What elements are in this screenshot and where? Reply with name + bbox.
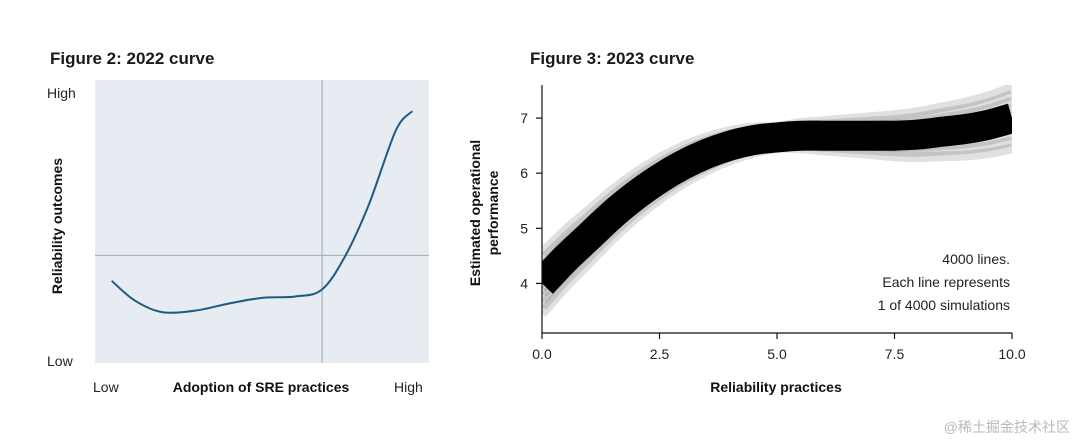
x-tick-label: 5.0 [767, 346, 787, 362]
figure-3-chart: Figure 3: 2023 curve 0.0 2.5 5.0 7.5 10.0 4 5… [467, 49, 1026, 395]
figure-3-annotation-line-2: Each line represents [882, 274, 1010, 290]
figure-2-y-tick-high: High [47, 85, 76, 101]
figure-2-x-tick-high: High [394, 379, 423, 395]
figure-3-x-axis-title: Reliability practices [710, 379, 842, 395]
x-tick-label: 10.0 [998, 346, 1025, 362]
figure-2-curve-line [111, 110, 414, 314]
watermark-text: @稀土掘金技术社区 [944, 419, 1070, 435]
figure-2-x-tick-low: Low [93, 379, 120, 395]
figure-2-x-axis-title: Adoption of SRE practices [173, 379, 350, 395]
x-tick-label: 2.5 [650, 346, 670, 362]
figure-2-chart: Figure 2: 2022 curve High Low Low High A… [47, 49, 429, 395]
figure-3-simulation-lines-core [542, 103, 1012, 294]
figure-3-x-ticks: 0.0 2.5 5.0 7.5 10.0 [532, 333, 1026, 362]
figure-2-plot-background [95, 80, 429, 363]
y-tick-label: 6 [520, 165, 528, 181]
figure-2-title: Figure 2: 2022 curve [50, 49, 214, 68]
figure-3-title: Figure 3: 2023 curve [530, 49, 694, 68]
figure-2-y-tick-low: Low [47, 353, 74, 369]
figure-3-y-ticks: 4 5 6 7 [520, 110, 542, 291]
figure-2-y-axis-title: Reliability outcomes [49, 158, 65, 294]
y-tick-label: 5 [520, 220, 528, 236]
y-tick-label: 4 [520, 275, 528, 291]
figure-3-annotation-line-1: 4000 lines. [942, 251, 1010, 267]
figure-3-y-axis-title-line-2: performance [485, 170, 501, 255]
y-tick-label: 7 [520, 110, 528, 126]
figure-3-y-axis-title: Estimated operational performance [467, 140, 501, 286]
x-tick-label: 7.5 [885, 346, 905, 362]
figure-3-annotation-line-3: 1 of 4000 simulations [878, 297, 1010, 313]
x-tick-label: 0.0 [532, 346, 552, 362]
figure-3-y-axis-title-line-1: Estimated operational [467, 140, 483, 286]
